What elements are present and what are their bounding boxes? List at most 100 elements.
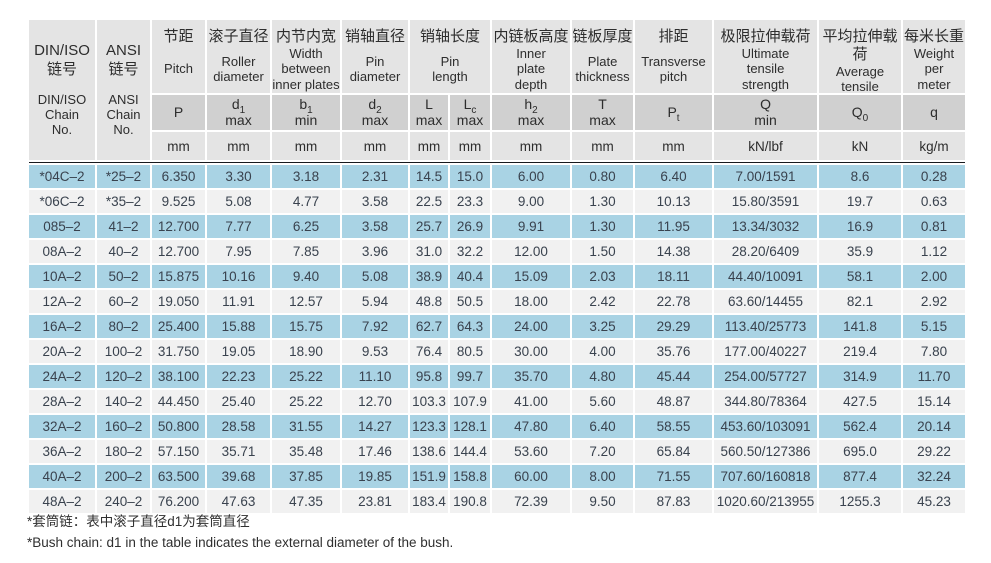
table-cell: 24A–2 bbox=[27, 363, 97, 390]
table-cell: 28.20/6409 bbox=[712, 238, 820, 265]
table-cell: 24.00 bbox=[490, 313, 573, 340]
table-cell: 23.81 bbox=[340, 488, 410, 515]
col-header-en: DIN/ISO Chain No. bbox=[37, 91, 87, 138]
table-cell: 63.60/14455 bbox=[712, 288, 820, 315]
table-cell: 103.3 bbox=[408, 388, 450, 415]
table-cell: 7.77 bbox=[205, 213, 272, 240]
table-cell: 562.4 bbox=[817, 413, 904, 440]
table-cell: 560.50/127386 bbox=[712, 438, 820, 465]
col-header-cn: 每米长重 bbox=[904, 28, 965, 45]
col-header-cn: 内节内宽 bbox=[275, 28, 336, 45]
col-header-en: Weight per meter bbox=[913, 46, 955, 92]
table-cell: 123.3 bbox=[408, 413, 450, 440]
table-cell: 15.875 bbox=[150, 263, 207, 290]
table-cell: 31.55 bbox=[270, 413, 342, 440]
table-cell: 9.91 bbox=[490, 213, 573, 240]
col-header-ultimate-tensile-strength: 极限拉伸载荷 Ultimate tensile strength bbox=[712, 18, 820, 95]
footnote-cn: *套筒链：表中滚子直径d1为套筒直径 bbox=[27, 514, 250, 529]
divider-bar bbox=[26, 161, 968, 164]
col-header-cn: 平均拉伸载荷 bbox=[822, 28, 898, 63]
table-row: 32A–2 160–2 50.800 28.58 31.55 14.27 123.3 128.… bbox=[27, 413, 968, 440]
table-cell: 25.400 bbox=[150, 313, 207, 340]
table-cell: 14.38 bbox=[633, 238, 715, 265]
table-cell: 0.81 bbox=[901, 213, 968, 240]
table-row: 16A–2 80–2 25.400 15.88 15.75 7.92 62.7 64.3 24.… bbox=[27, 313, 968, 340]
table-cell: 47.63 bbox=[205, 488, 272, 515]
col-header-pin-diameter: 销轴直径 Pin diameter bbox=[340, 18, 410, 95]
unit-cell: mm bbox=[340, 130, 410, 162]
header-body-divider bbox=[26, 161, 968, 164]
table-cell: 13.34/3032 bbox=[712, 213, 820, 240]
table-cell: 37.85 bbox=[270, 463, 342, 490]
table-cell: 32.2 bbox=[447, 238, 493, 265]
col-header-inner-plate-depth: 内链板高度 Inner plate depth bbox=[490, 18, 573, 95]
col-header-en: Ultimate tensile strength bbox=[741, 46, 790, 92]
table-cell: 8.00 bbox=[570, 463, 636, 490]
table-cell: 113.40/25773 bbox=[712, 313, 820, 340]
table-cell: 95.8 bbox=[408, 363, 450, 390]
table-cell: 200–2 bbox=[95, 463, 152, 490]
table-cell: 254.00/57727 bbox=[712, 363, 820, 390]
table-cell: 1255.3 bbox=[817, 488, 904, 515]
unit-cell: kg/m bbox=[901, 130, 968, 162]
col-header-roller-diameter: 滚子直径 Roller diameter bbox=[205, 18, 272, 95]
table-cell: 3.18 bbox=[270, 163, 342, 190]
table-cell: 1.12 bbox=[901, 238, 968, 265]
table-cell: *04C–2 bbox=[27, 163, 97, 190]
table-cell: 0.80 bbox=[570, 163, 636, 190]
table-cell: 32.24 bbox=[901, 463, 968, 490]
table-cell: 3.30 bbox=[205, 163, 272, 190]
col-header-width-between-inner-plates: 内节内宽 Width between inner plates bbox=[270, 18, 342, 95]
table-cell: 3.25 bbox=[570, 313, 636, 340]
table-cell: 18.11 bbox=[633, 263, 715, 290]
table-cell: 12A–2 bbox=[27, 288, 97, 315]
table-cell: 12.00 bbox=[490, 238, 573, 265]
table-cell: 15.88 bbox=[205, 313, 272, 340]
col-header-cn: 链板厚度 bbox=[572, 28, 633, 45]
col-header-cn: 销轴长度 bbox=[420, 28, 481, 45]
table-cell: 3.96 bbox=[340, 238, 410, 265]
table-cell: 08A–2 bbox=[27, 238, 97, 265]
table-cell: 65.84 bbox=[633, 438, 715, 465]
col-header-cn: ANSI 链号 bbox=[105, 42, 141, 78]
table-cell: 25.22 bbox=[270, 388, 342, 415]
table-cell: 48.87 bbox=[633, 388, 715, 415]
col-header-average-tensile-strength: 平均拉伸载荷 Average tensile strength bbox=[817, 18, 904, 95]
table-cell: 15.14 bbox=[901, 388, 968, 415]
col-header-en: Roller diameter bbox=[213, 53, 264, 84]
table-cell: 22.23 bbox=[205, 363, 272, 390]
col-header-en: Width between inner plates bbox=[272, 46, 340, 92]
table-cell: 15.09 bbox=[490, 263, 573, 290]
table-cell: 3.58 bbox=[340, 188, 410, 215]
table-cell: 5.08 bbox=[205, 188, 272, 215]
table-cell: 8.6 bbox=[817, 163, 904, 190]
table-cell: 183.4 bbox=[408, 488, 450, 515]
col-header-pin-length: 销轴长度 Pin length bbox=[407, 18, 493, 95]
table-cell: 35.9 bbox=[817, 238, 904, 265]
table-cell: 80–2 bbox=[95, 313, 152, 340]
table-cell: 41–2 bbox=[95, 213, 152, 240]
table-cell: 44.450 bbox=[150, 388, 207, 415]
symbol-d1-max: d1 max bbox=[205, 93, 272, 132]
table-cell: 7.00/1591 bbox=[712, 163, 820, 190]
col-header-en: ANSI Chain No. bbox=[106, 91, 141, 138]
unit-cell: mm bbox=[270, 130, 342, 162]
unit-cell: mm bbox=[490, 130, 573, 162]
symbol-q: q bbox=[901, 93, 968, 132]
table-cell: 44.40/10091 bbox=[712, 263, 820, 290]
table-cell: 314.9 bbox=[817, 363, 904, 390]
table-cell: 453.60/103091 bbox=[712, 413, 820, 440]
unit-cell: mm bbox=[408, 130, 450, 162]
table-cell: 35.76 bbox=[633, 338, 715, 365]
table-cell: 47.80 bbox=[490, 413, 573, 440]
table-cell: 128.1 bbox=[447, 413, 493, 440]
table-cell: 53.60 bbox=[490, 438, 573, 465]
table-cell: 76.4 bbox=[408, 338, 450, 365]
col-header-cn: DIN/ISO 链号 bbox=[34, 42, 90, 78]
table-cell: 7.80 bbox=[901, 338, 968, 365]
symbol-p: P bbox=[150, 93, 207, 132]
col-header-weight-per-meter: 每米长重 Weight per meter bbox=[901, 18, 968, 95]
